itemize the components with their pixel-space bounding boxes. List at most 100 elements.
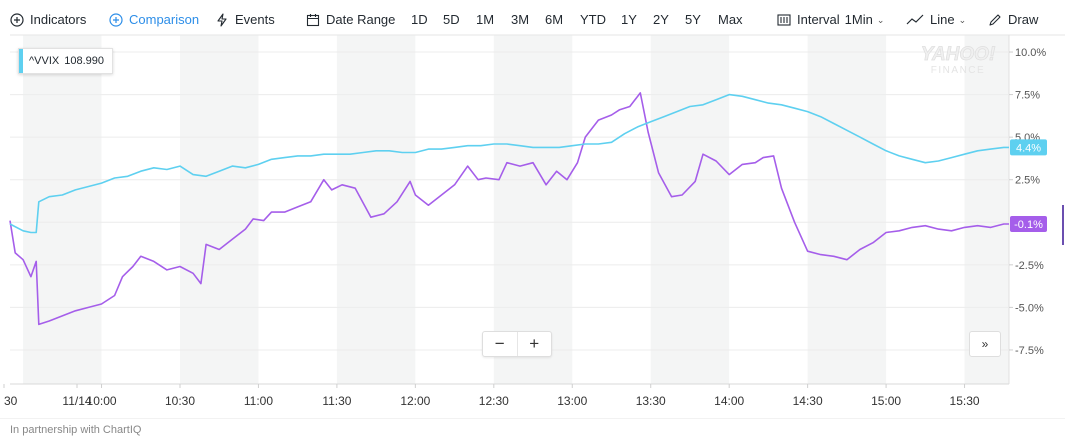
session-band (964, 35, 1009, 384)
calendar-icon (306, 13, 320, 27)
series-legend[interactable]: ^VVIX 108.990 (18, 48, 113, 74)
interval-label: Interval (797, 12, 840, 27)
chevron-down-icon: ⌄ (876, 14, 885, 25)
legend-swatch (19, 49, 23, 73)
footer-divider (0, 418, 1065, 419)
session-band (807, 35, 887, 384)
plus-circle-icon (109, 13, 123, 27)
chart-type-dropdown[interactable]: Line ⌄ (906, 0, 966, 40)
legend-value: 108.990 (64, 55, 104, 67)
series-layer (9, 92, 1009, 326)
y-tick-labels: 10.0%7.5%5.0%2.5%-2.5%-5.0%-7.5% (1015, 47, 1046, 357)
x-tick-label: 11:30 (322, 394, 351, 408)
interval-value: 1Min (844, 12, 873, 27)
zoom-in-button[interactable]: + (516, 332, 552, 356)
plus-circle-icon (10, 13, 24, 27)
session-bands (23, 35, 1009, 384)
session-band (23, 35, 102, 384)
x-tick-label: 13:00 (557, 394, 587, 408)
events-button[interactable]: Events (215, 0, 275, 40)
date-range-button[interactable]: Date Range (306, 0, 395, 40)
range-2y-label: 2Y (653, 12, 669, 27)
watermark-line2: FINANCE (931, 65, 985, 76)
x-tick-label: 10:00 (87, 394, 117, 408)
chart-toolbar: Indicators Comparison Events Date Range … (0, 0, 1065, 40)
comparison-end-label: 4.4% (1010, 139, 1047, 156)
events-label: Events (235, 12, 275, 27)
range-6m-label: 6M (545, 12, 564, 27)
y-tick-label: -7.5% (1015, 345, 1044, 357)
range-max-label: Max (718, 12, 743, 27)
x-tick-label: 12:30 (479, 394, 509, 408)
chevron-down-icon: ⌄ (958, 14, 967, 25)
x-tick-label: 10:30 (165, 394, 195, 408)
range-5d[interactable]: 5D (443, 0, 460, 40)
end-label-text: -0.1% (1014, 219, 1043, 231)
pencil-icon (988, 13, 1002, 27)
line-chart-icon (906, 13, 924, 27)
legend-symbol: ^VVIX (29, 55, 60, 67)
range-ytd-label: YTD (580, 12, 606, 27)
interval-dropdown[interactable]: Interval 1Min ⌄ (777, 0, 884, 40)
comparison-button[interactable]: Comparison (109, 0, 199, 40)
y-tick-label: -5.0% (1015, 302, 1044, 314)
end-label-text: 4.4% (1016, 142, 1041, 154)
x-tick-label: 12:00 (400, 394, 430, 408)
range-5y[interactable]: 5Y (685, 0, 701, 40)
range-5y-label: 5Y (685, 12, 701, 27)
primary-end-label: -0.1% (1010, 215, 1047, 232)
end-label-badge (1010, 139, 1047, 156)
x-tick-label: 14:00 (714, 394, 744, 408)
range-1d-label: 1D (411, 12, 428, 27)
y-tick-label: 10.0% (1015, 47, 1046, 59)
date-range-label: Date Range (326, 12, 396, 27)
x-tick-label: 14:30 (793, 394, 823, 408)
end-value-labels: -0.1% 4.4% (1010, 139, 1047, 232)
grid-lines (10, 51, 1013, 351)
y-tick-label: 2.5% (1015, 175, 1040, 187)
scroll-to-end-button[interactable]: » (969, 331, 1001, 357)
end-label-badge (1010, 215, 1047, 232)
session-band (336, 35, 416, 384)
range-1m[interactable]: 1M (476, 0, 494, 40)
lightning-icon (215, 13, 229, 27)
zoom-controls: − + (482, 331, 552, 357)
bar-interval-icon (777, 13, 791, 27)
range-3m[interactable]: 3M (511, 0, 529, 40)
x-tick-label: 13:30 (636, 394, 666, 408)
watermark-line1: YAHOO! (921, 44, 996, 65)
range-1y-label: 1Y (621, 12, 637, 27)
x-tick-label: 11/14 (62, 394, 91, 408)
range-1m-label: 1M (476, 12, 495, 27)
y-tick-label: -2.5% (1015, 260, 1044, 272)
x-tick-label: 11:00 (244, 394, 273, 408)
x-tick-label: 15:30 (950, 394, 980, 408)
range-3m-label: 3M (511, 12, 530, 27)
panel-scroll-handle[interactable] (1062, 205, 1064, 245)
indicators-label: Indicators (30, 12, 87, 27)
zoom-out-button[interactable]: − (494, 334, 505, 353)
range-ytd[interactable]: YTD (580, 0, 606, 40)
comparison-label: Comparison (129, 12, 200, 27)
range-6m[interactable]: 6M (545, 0, 563, 40)
primary-series-line (9, 92, 1009, 326)
session-band (179, 35, 259, 384)
x-tick-label: 30 (4, 394, 18, 408)
comparison-series-line (9, 93, 1009, 234)
x-tick-label: 15:00 (871, 394, 901, 408)
draw-label: Draw (1008, 12, 1039, 27)
yahoo-finance-watermark: YAHOO! FINANCE (920, 44, 996, 76)
session-band (650, 35, 730, 384)
range-2y[interactable]: 2Y (653, 0, 669, 40)
session-band (493, 35, 573, 384)
chartiq-credit: In partnership with ChartIQ (10, 424, 142, 436)
draw-button[interactable]: Draw (988, 0, 1038, 40)
range-1d[interactable]: 1D (411, 0, 428, 40)
range-max[interactable]: Max (718, 0, 743, 40)
range-5d-label: 5D (443, 12, 460, 27)
y-tick-label: 7.5% (1015, 90, 1040, 102)
range-1y[interactable]: 1Y (621, 0, 637, 40)
indicators-button[interactable]: Indicators (10, 0, 86, 40)
